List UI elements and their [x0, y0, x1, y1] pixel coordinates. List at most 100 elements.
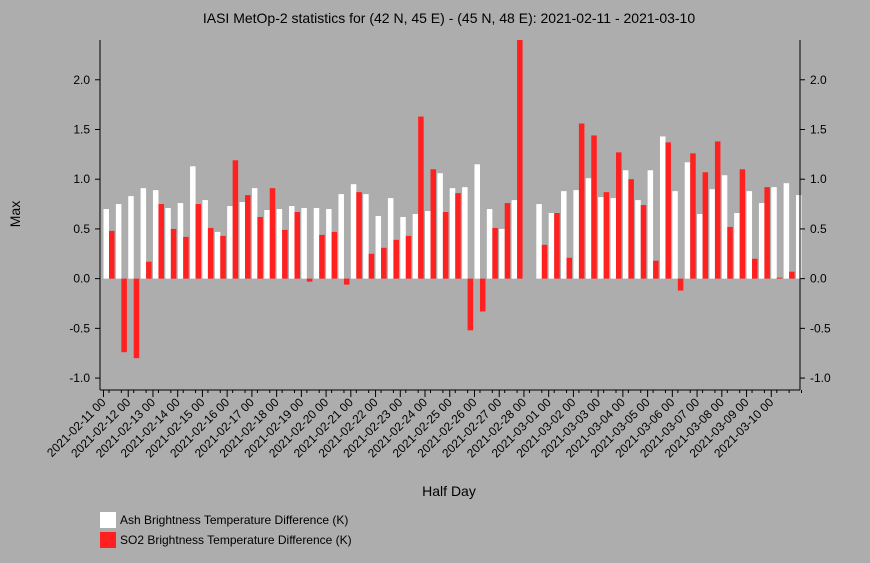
- so2-bar: [294, 212, 300, 279]
- so2-bar: [245, 195, 251, 279]
- ash-bar: [264, 210, 270, 279]
- ash-bar: [400, 216, 406, 279]
- y-tick-label-right: 1.5: [810, 122, 827, 136]
- so2-bar: [492, 227, 498, 279]
- ash-bar: [474, 164, 480, 279]
- so2-bar: [257, 216, 263, 279]
- so2-bar: [393, 239, 399, 279]
- y-tick-label-right: -0.5: [810, 321, 831, 335]
- ash-bar: [499, 228, 505, 279]
- so2-bar: [121, 278, 127, 353]
- ash-bar: [338, 194, 344, 279]
- so2-bar: [195, 204, 202, 279]
- ash-bar: [227, 206, 233, 279]
- ash-bar: [783, 183, 790, 279]
- ash-bar: [511, 200, 518, 279]
- ash-bar: [128, 196, 134, 279]
- ash-bar: [585, 178, 592, 279]
- so2-bar: [109, 230, 115, 279]
- ash-bar: [647, 170, 654, 279]
- so2-bar: [467, 278, 474, 331]
- so2-bar: [282, 229, 288, 279]
- so2-bar: [603, 192, 610, 279]
- so2-bar: [207, 227, 214, 279]
- so2-bar: [566, 257, 573, 279]
- so2-bar: [541, 244, 548, 279]
- so2-bar: [776, 277, 783, 279]
- ash-bar: [610, 198, 617, 279]
- so2-bar: [789, 271, 795, 279]
- y-tick-label-left: 1.0: [73, 172, 90, 186]
- so2-bar: [368, 253, 375, 279]
- chart-title: IASI MetOp-2 statistics for (42 N, 45 E)…: [203, 10, 696, 26]
- so2-bar: [752, 258, 758, 279]
- so2-bar: [517, 40, 523, 279]
- ash-bar: [412, 214, 419, 279]
- so2-bar: [220, 235, 226, 279]
- so2-bar: [405, 235, 412, 279]
- so2-bar: [170, 228, 177, 279]
- so2-bar: [727, 226, 733, 279]
- y-tick-label-left: 2.0: [73, 73, 90, 87]
- y-axis-label: Max: [7, 201, 23, 227]
- y-tick-label-right: 2.0: [810, 73, 827, 87]
- so2-bar: [343, 278, 350, 285]
- so2-bar: [702, 172, 709, 279]
- y-tick-label-right: -1.0: [810, 371, 831, 385]
- ash-bar: [635, 200, 641, 279]
- ash-bar: [536, 204, 542, 279]
- ash-bar: [214, 231, 221, 279]
- so2-bar: [616, 152, 622, 279]
- ash-bar: [622, 170, 629, 279]
- so2-bar: [306, 278, 313, 282]
- ash-bar: [684, 162, 691, 279]
- so2-bar: [764, 187, 770, 279]
- ash-bar: [190, 166, 196, 279]
- ash-bar: [251, 188, 258, 279]
- ash-bar: [796, 195, 802, 279]
- so2-bar: [232, 160, 239, 279]
- ash-bar: [326, 209, 332, 279]
- ash-bar: [437, 173, 443, 279]
- ash-bar: [288, 206, 295, 279]
- x-axis-label: Half Day: [422, 483, 476, 499]
- so2-bar: [690, 153, 696, 279]
- so2-bar: [430, 169, 437, 279]
- ash-bar: [276, 209, 283, 279]
- ash-bar: [734, 213, 740, 279]
- so2-bar: [455, 193, 461, 279]
- so2-bar: [665, 142, 671, 279]
- y-tick-label-left: 0.5: [73, 222, 90, 236]
- ash-bar: [239, 202, 246, 279]
- y-tick-label-left: 1.5: [73, 122, 90, 136]
- y-tick-label-right: 0.5: [810, 222, 827, 236]
- so2-bar: [714, 141, 721, 279]
- ash-bar: [301, 208, 307, 279]
- ash-bar: [375, 215, 382, 279]
- ash-bar: [165, 208, 171, 279]
- legend-label-ash: Ash Brightness Temperature Difference (K…: [120, 513, 348, 527]
- y-tick-label-left: -0.5: [69, 321, 90, 335]
- ash-bar: [177, 203, 184, 279]
- y-tick-label-right: 1.0: [810, 172, 827, 186]
- y-tick-label-right: 0.0: [810, 272, 827, 286]
- so2-bar: [269, 188, 276, 279]
- ash-bar: [202, 200, 208, 279]
- legend-label-so2: SO2 Brightness Temperature Difference (K…: [120, 533, 352, 547]
- ash-bar: [363, 194, 369, 279]
- ash-bar: [425, 211, 431, 279]
- so2-bar: [146, 261, 152, 279]
- ash-bar: [548, 213, 555, 279]
- legend-swatch-ash: [100, 512, 116, 528]
- series-so2-bars: [109, 40, 795, 359]
- legend-swatch-so2: [100, 532, 116, 548]
- ash-bar: [449, 188, 456, 279]
- ash-bar: [140, 188, 147, 279]
- so2-bar: [418, 116, 424, 279]
- legend: Ash Brightness Temperature Difference (K…: [100, 512, 352, 548]
- y-tick-label-left: -1.0: [69, 371, 90, 385]
- ash-bar: [103, 209, 109, 279]
- ash-bar: [115, 204, 122, 279]
